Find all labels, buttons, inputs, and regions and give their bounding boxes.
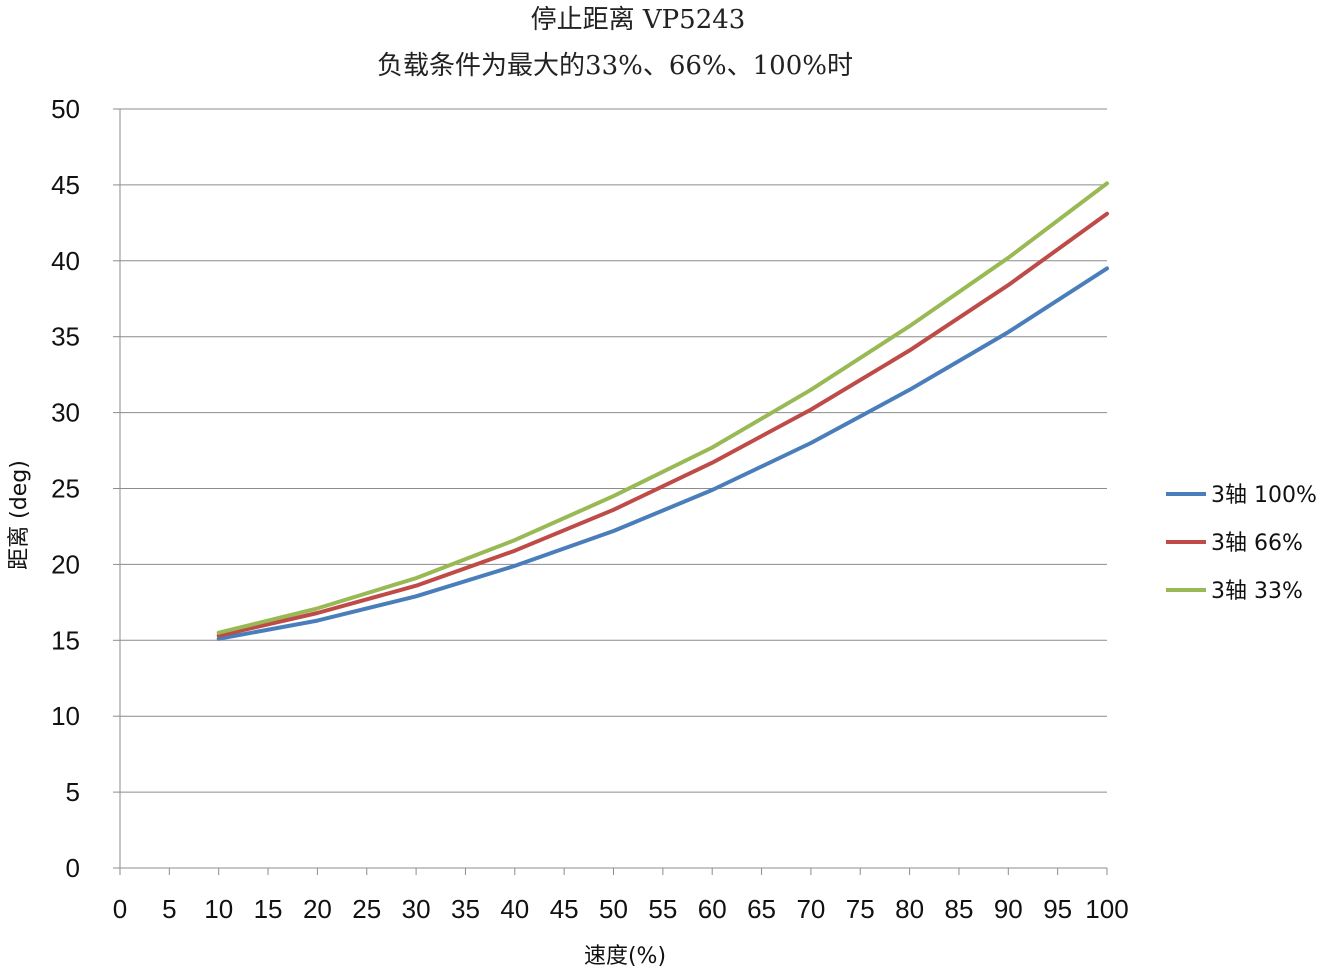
x-tick-label: 75 (846, 894, 875, 924)
series-line-2 (216, 181, 1109, 635)
x-tick-label: 0 (113, 894, 127, 924)
x-tick-label: 60 (698, 894, 727, 924)
y-tick-label: 25 (51, 474, 80, 504)
legend-label-2: 3轴 33% (1211, 579, 1303, 604)
chart-title: 停止距离 VP5243 (531, 5, 746, 35)
y-tick-label: 5 (66, 777, 80, 807)
x-tick-label: 25 (352, 894, 381, 924)
y-axis-label: 距离 (deg) (7, 460, 32, 570)
gridlines (120, 108, 1107, 793)
y-tick-label: 30 (51, 398, 80, 428)
x-tick-label: 30 (402, 894, 431, 924)
x-tick-label: 45 (550, 894, 579, 924)
x-tick-label: 70 (796, 894, 825, 924)
y-tick-label: 15 (51, 625, 80, 655)
x-tick-label: 10 (204, 894, 233, 924)
x-tick-label: 85 (944, 894, 973, 924)
x-axis-label: 速度(%) (584, 944, 666, 969)
x-tick-label: 15 (254, 894, 283, 924)
x-tick-label: 65 (747, 894, 776, 924)
y-tick-label: 10 (51, 701, 80, 731)
x-tick-label: 20 (303, 894, 332, 924)
legend-label-0: 3轴 100% (1211, 483, 1317, 508)
x-tick-label: 95 (1043, 894, 1072, 924)
axes (113, 108, 1108, 875)
y-tick-label: 0 (66, 853, 80, 883)
x-tick-label: 100 (1085, 894, 1128, 924)
x-tick-label: 90 (994, 894, 1023, 924)
legend-label-1: 3轴 66% (1211, 531, 1303, 556)
x-tick-labels: 0 5 10 15 20 25 30 35 40 45 50 55 60 65 70 75 80 85 90 95 10… (113, 894, 1129, 924)
y-tick-label: 40 (51, 246, 80, 276)
x-tick-label: 80 (895, 894, 924, 924)
chart-subtitle: 负载条件为最大的33%、66%、100%时 (377, 51, 853, 81)
series-line-1 (216, 211, 1109, 638)
legend: 3轴 100% 3轴 66% 3轴 33% (1166, 483, 1317, 604)
x-tick-label: 50 (599, 894, 628, 924)
y-tick-label: 20 (51, 549, 80, 579)
y-tick-label: 50 (51, 94, 80, 124)
x-tick-label: 35 (451, 894, 480, 924)
x-tick-label: 5 (162, 894, 176, 924)
series-line-0 (216, 266, 1109, 641)
y-tick-label: 45 (51, 170, 80, 200)
y-tick-label: 35 (51, 322, 80, 352)
y-tick-labels: 0 5 10 15 20 25 30 35 40 45 50 (51, 94, 80, 883)
x-tick-label: 55 (648, 894, 677, 924)
x-tick-label: 40 (500, 894, 529, 924)
series-lines (216, 181, 1109, 641)
